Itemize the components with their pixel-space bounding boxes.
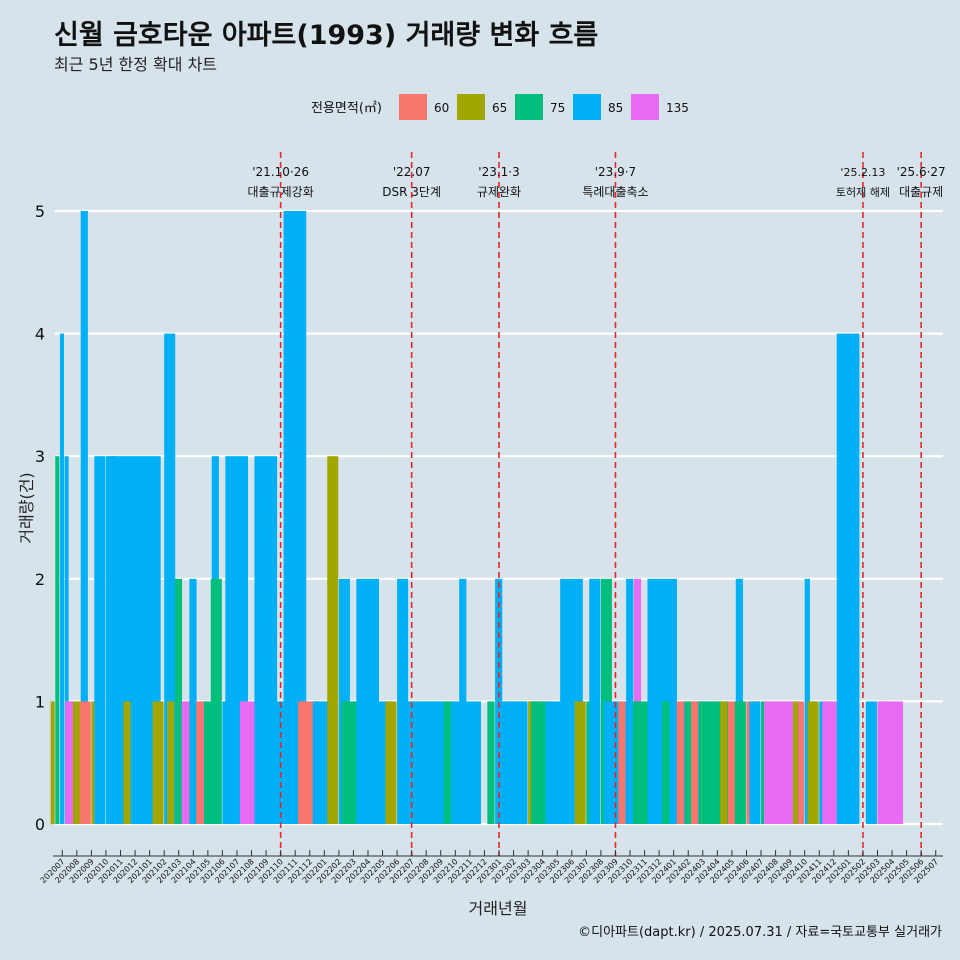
bar-202106-75 [210,578,222,824]
bar-202410-85 [804,578,810,824]
bar-202403-60 [691,701,699,824]
chart-subtitle: 최근 5년 한정 확대 차트 [54,55,217,74]
bar-202410-60 [798,701,805,824]
bar-202202-65 [327,456,339,824]
event-label: 규제완화 [477,185,521,199]
event-date: '25.6·27 [897,165,946,179]
y-tick-label: 0 [35,815,45,834]
bars [50,211,904,824]
event-label: 토허제 해제 [836,185,890,199]
event-date: '21.10·26 [252,165,309,179]
event-date: '22.07 [393,165,431,179]
bar-202008-135 [65,701,73,824]
x-axis-title: 거래년월 [469,899,528,918]
event-date: '23.9·7 [595,165,636,179]
event-lines: '21.10·26 대출규제강화 '22.07 DSR 3단계 '23.1·3 규제완화 '… [248,152,946,856]
bar-202401-75 [662,701,670,824]
y-tick-label: 5 [35,202,45,221]
bar-202008-65 [72,701,81,824]
legend-label-60: 60 [434,101,449,115]
bar-202301-75 [487,701,495,824]
legend-label-65: 65 [492,101,507,115]
bar-202104-85 [189,578,197,824]
legend-swatch-65 [457,94,485,120]
bar-202012-65 [123,701,131,824]
bar-202303-85 [516,701,528,824]
y-tick-label: 3 [35,447,45,466]
bar-202211-85 [458,701,481,824]
event-label: DSR 3단계 [382,185,441,199]
bar-202401-85 [669,578,677,824]
event-date: '23.1·3 [478,165,519,179]
bar-202104-135 [181,701,189,824]
bar-202406-75 [734,701,746,824]
bar-202210-75 [443,701,451,824]
event-label: 대출규제강화 [248,185,314,199]
y-tick-label: 4 [35,325,45,344]
legend-label-75: 75 [550,101,565,115]
legend-swatch-75 [515,94,543,120]
bar-202210-85 [451,701,459,824]
bar-202405-65 [720,701,728,824]
legend-swatch-85 [573,94,601,120]
y-tick-label: 1 [35,692,45,711]
bar-202007-85 [59,333,65,824]
x-axis: 2020072020082020092020102020112020122021… [39,850,943,885]
bar-202402-60 [676,701,684,824]
bar-202009-60 [79,701,91,824]
legend-label-135: 135 [666,101,689,115]
header: 신월 금호타운 아파트(1993) 거래량 변화 흐름 최근 5년 한정 확대 … [54,20,598,74]
bar-202206-65 [385,701,397,824]
bar-202410-65 [793,701,799,824]
bar-202407-85 [749,701,761,824]
bar-202102-65 [152,701,164,824]
bar-202403-75 [698,701,707,824]
bar-202503-85 [865,701,877,824]
caption: ©디아파트(dapt.kr) / 2025.07.31 / 자료=국토교통부 실… [578,925,942,940]
bar-202310-60 [618,701,626,824]
chart-title: 신월 금호타운 아파트(1993) 거래량 변화 흐름 [54,20,598,51]
bar-202411-65 [807,701,819,824]
bar-202007-65 [50,701,55,824]
y-axis: 0 1 2 3 4 5 [35,202,45,834]
bar-202105-75 [203,701,212,824]
bar-202308-85 [589,578,601,824]
legend-label-85: 85 [608,101,623,115]
bar-202008-85 [80,211,88,824]
legend-title: 전용면적(㎡) [311,101,382,116]
bar-202102-85 [164,333,176,824]
legend-swatch-60 [399,94,427,120]
y-tick-label: 2 [35,570,45,589]
bar-202501-85 [836,333,860,824]
bar-202105-60 [196,701,204,824]
bar-202310-85 [626,578,634,824]
bar-202504-135 [880,701,904,824]
event-date: '25.2.13 [840,166,885,179]
bar-202402-75 [684,701,692,824]
bar-202307-65 [574,701,586,824]
bar-202103-75 [174,578,183,824]
bar-202111-85 [283,211,307,824]
legend-swatch-135 [631,94,659,120]
bar-202012-85 [131,456,139,824]
bar-202010-85 [94,456,106,824]
legend: 전용면적(㎡) 60 65 75 85 135 [311,94,689,120]
bar-202007-85 [64,456,69,824]
bar-202301-85 [495,578,503,824]
event-label: 특례대출축소 [582,185,648,199]
event-label: 대출규제 [899,185,943,199]
bar-202007-75 [55,456,60,824]
bar-202405-60 [728,701,736,824]
y-axis-title: 거래량(건) [17,472,36,543]
bar-202103-65 [167,701,175,824]
